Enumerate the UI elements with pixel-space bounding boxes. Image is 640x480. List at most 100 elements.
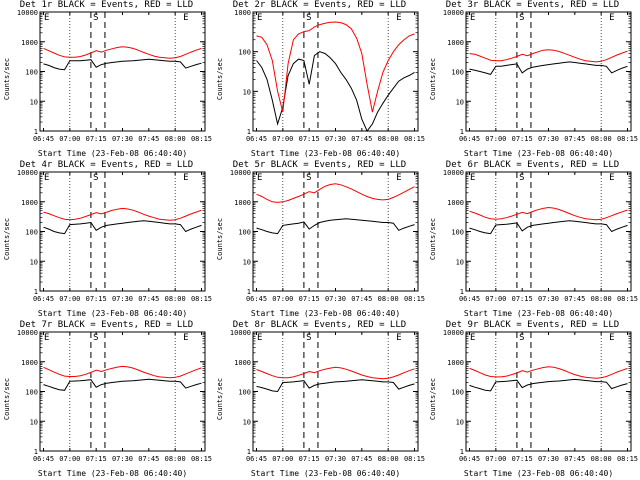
marker-label-mid: S — [519, 333, 524, 343]
x-tick-label: 08:00 — [378, 455, 399, 463]
marker-label-end: E — [609, 13, 614, 23]
marker-label-end: E — [183, 333, 188, 343]
x-tick-label: 07:45 — [138, 295, 159, 303]
x-tick-label: 07:00 — [485, 135, 506, 143]
marker-label-end: E — [396, 173, 401, 183]
x-tick-label: 07:30 — [112, 135, 133, 143]
x-tick-label: 08:00 — [591, 295, 612, 303]
chart-svg: E S E 06:45 07:00 07:15 07:30 07:45 08:00 08:15 1 1… — [230, 329, 425, 463]
series-line-events — [43, 58, 202, 71]
x-tick-label: 06:45 — [459, 295, 480, 303]
x-tick-label: 07:45 — [351, 135, 372, 143]
series-line-events — [469, 61, 628, 75]
plot-frame — [252, 11, 419, 132]
x-tick-label: 06:45 — [459, 135, 480, 143]
x-tick-label: 07:15 — [512, 455, 533, 463]
y-axis-label: Counts/sec — [216, 57, 225, 101]
series-line-lld — [43, 46, 202, 59]
y-tick-label: 100 — [238, 229, 251, 237]
x-tick-label: 06:45 — [246, 135, 267, 143]
y-axis-label: Counts/sec — [216, 217, 225, 261]
y-axis-label: Counts/sec — [216, 377, 225, 421]
series-line-events — [256, 218, 415, 235]
marker-label-start: E — [257, 13, 262, 23]
chart-panel: Det 8r BLACK = Events, RED = LLD E S E 06:45… — [213, 320, 426, 480]
x-tick-label: 08:15 — [617, 135, 638, 143]
y-tick-label: 10 — [30, 98, 38, 106]
x-tick-label: 07:30 — [325, 135, 346, 143]
series-line-events — [256, 379, 415, 393]
y-tick-label: 10 — [456, 98, 464, 106]
chart-panel: Det 3r BLACK = Events, RED = LLD E S E 06:45… — [426, 0, 639, 160]
marker-label-mid: S — [306, 13, 311, 23]
x-tick-label: 08:00 — [591, 455, 612, 463]
chart-svg: E S E 06:45 07:00 07:15 07:30 07:45 08:00 08:15 1 1… — [443, 169, 638, 303]
series-line-events — [43, 378, 202, 391]
marker-label-end: E — [609, 173, 614, 183]
y-axis-label: Counts/sec — [3, 57, 12, 101]
marker-label-start: E — [257, 173, 262, 183]
marker-label-start: E — [257, 333, 262, 343]
y-tick-label: 10 — [456, 258, 464, 266]
x-axis-label: Start Time (23-Feb-08 06:40:40) — [250, 309, 401, 318]
marker-label-mid: S — [519, 13, 524, 23]
x-axis-label: Start Time (23-Feb-08 06:40:40) — [37, 309, 188, 318]
x-tick-label: 07:00 — [272, 135, 293, 143]
chart-svg: E S E 06:45 07:00 07:15 07:30 07:45 08:00 08:15 1 1… — [230, 169, 425, 303]
x-tick-label: 07:15 — [512, 135, 533, 143]
series-line-events — [256, 51, 415, 132]
y-tick-label: 1 — [34, 288, 38, 296]
x-tick-label: 07:30 — [325, 455, 346, 463]
chart-title: Det 2r BLACK = Events, RED = LLD — [232, 0, 407, 10]
y-tick-label: 100 — [25, 229, 38, 237]
y-tick-label: 100 — [238, 389, 251, 397]
marker-label-end: E — [396, 13, 401, 23]
marker-label-mid: S — [519, 173, 524, 183]
chart-svg: E S E 06:45 07:00 07:15 07:30 07:45 08:00 08:15 1 1… — [17, 169, 212, 303]
x-tick-label: 08:15 — [191, 135, 212, 143]
x-tick-label: 07:00 — [272, 455, 293, 463]
x-tick-label: 07:45 — [351, 295, 372, 303]
chart-svg: E S E 06:45 07:00 07:15 07:30 07:45 08:00 08:15 1 1… — [17, 329, 212, 463]
plot-frame — [39, 331, 206, 452]
y-tick-label: 10000 — [17, 9, 38, 17]
y-tick-label: 100 — [238, 49, 251, 57]
x-tick-label: 08:00 — [165, 135, 186, 143]
y-axis-label: Counts/sec — [3, 217, 12, 261]
series-line-events — [469, 378, 628, 392]
x-tick-label: 08:15 — [617, 295, 638, 303]
x-tick-label: 06:45 — [33, 295, 54, 303]
x-tick-label: 07:00 — [272, 295, 293, 303]
x-axis-label: Start Time (23-Feb-08 06:40:40) — [37, 149, 188, 158]
x-tick-label: 07:15 — [299, 295, 320, 303]
y-tick-label: 1000 — [234, 359, 251, 367]
y-tick-label: 1000 — [21, 39, 38, 47]
x-axis-label: Start Time (23-Feb-08 06:40:40) — [463, 149, 614, 158]
x-tick-label: 08:15 — [191, 455, 212, 463]
y-tick-label: 100 — [451, 229, 464, 237]
y-tick-label: 1 — [34, 448, 38, 456]
x-tick-label: 06:45 — [246, 295, 267, 303]
x-axis-label: Start Time (23-Feb-08 06:40:40) — [463, 469, 614, 478]
y-tick-label: 10 — [243, 258, 251, 266]
chart-panel: Det 1r BLACK = Events, RED = LLD E S E 06:45… — [0, 0, 213, 160]
x-tick-label: 07:45 — [564, 455, 585, 463]
y-tick-label: 10000 — [443, 9, 464, 17]
marker-label-start: E — [470, 333, 475, 343]
y-tick-label: 10000 — [17, 169, 38, 177]
x-tick-label: 07:00 — [59, 455, 80, 463]
chart-panel: Det 7r BLACK = Events, RED = LLD E S E 06:45… — [0, 320, 213, 480]
x-tick-label: 08:00 — [378, 295, 399, 303]
x-tick-label: 08:15 — [404, 455, 425, 463]
marker-label-mid: S — [93, 173, 98, 183]
y-tick-label: 1 — [247, 288, 251, 296]
x-tick-label: 07:15 — [512, 295, 533, 303]
series-line-lld — [469, 206, 628, 221]
x-tick-label: 07:30 — [325, 295, 346, 303]
y-tick-label: 100 — [25, 69, 38, 77]
x-axis-label: Start Time (23-Feb-08 06:40:40) — [463, 309, 614, 318]
marker-label-start: E — [44, 333, 49, 343]
y-tick-label: 10000 — [230, 169, 251, 177]
x-tick-label: 06:45 — [246, 455, 267, 463]
